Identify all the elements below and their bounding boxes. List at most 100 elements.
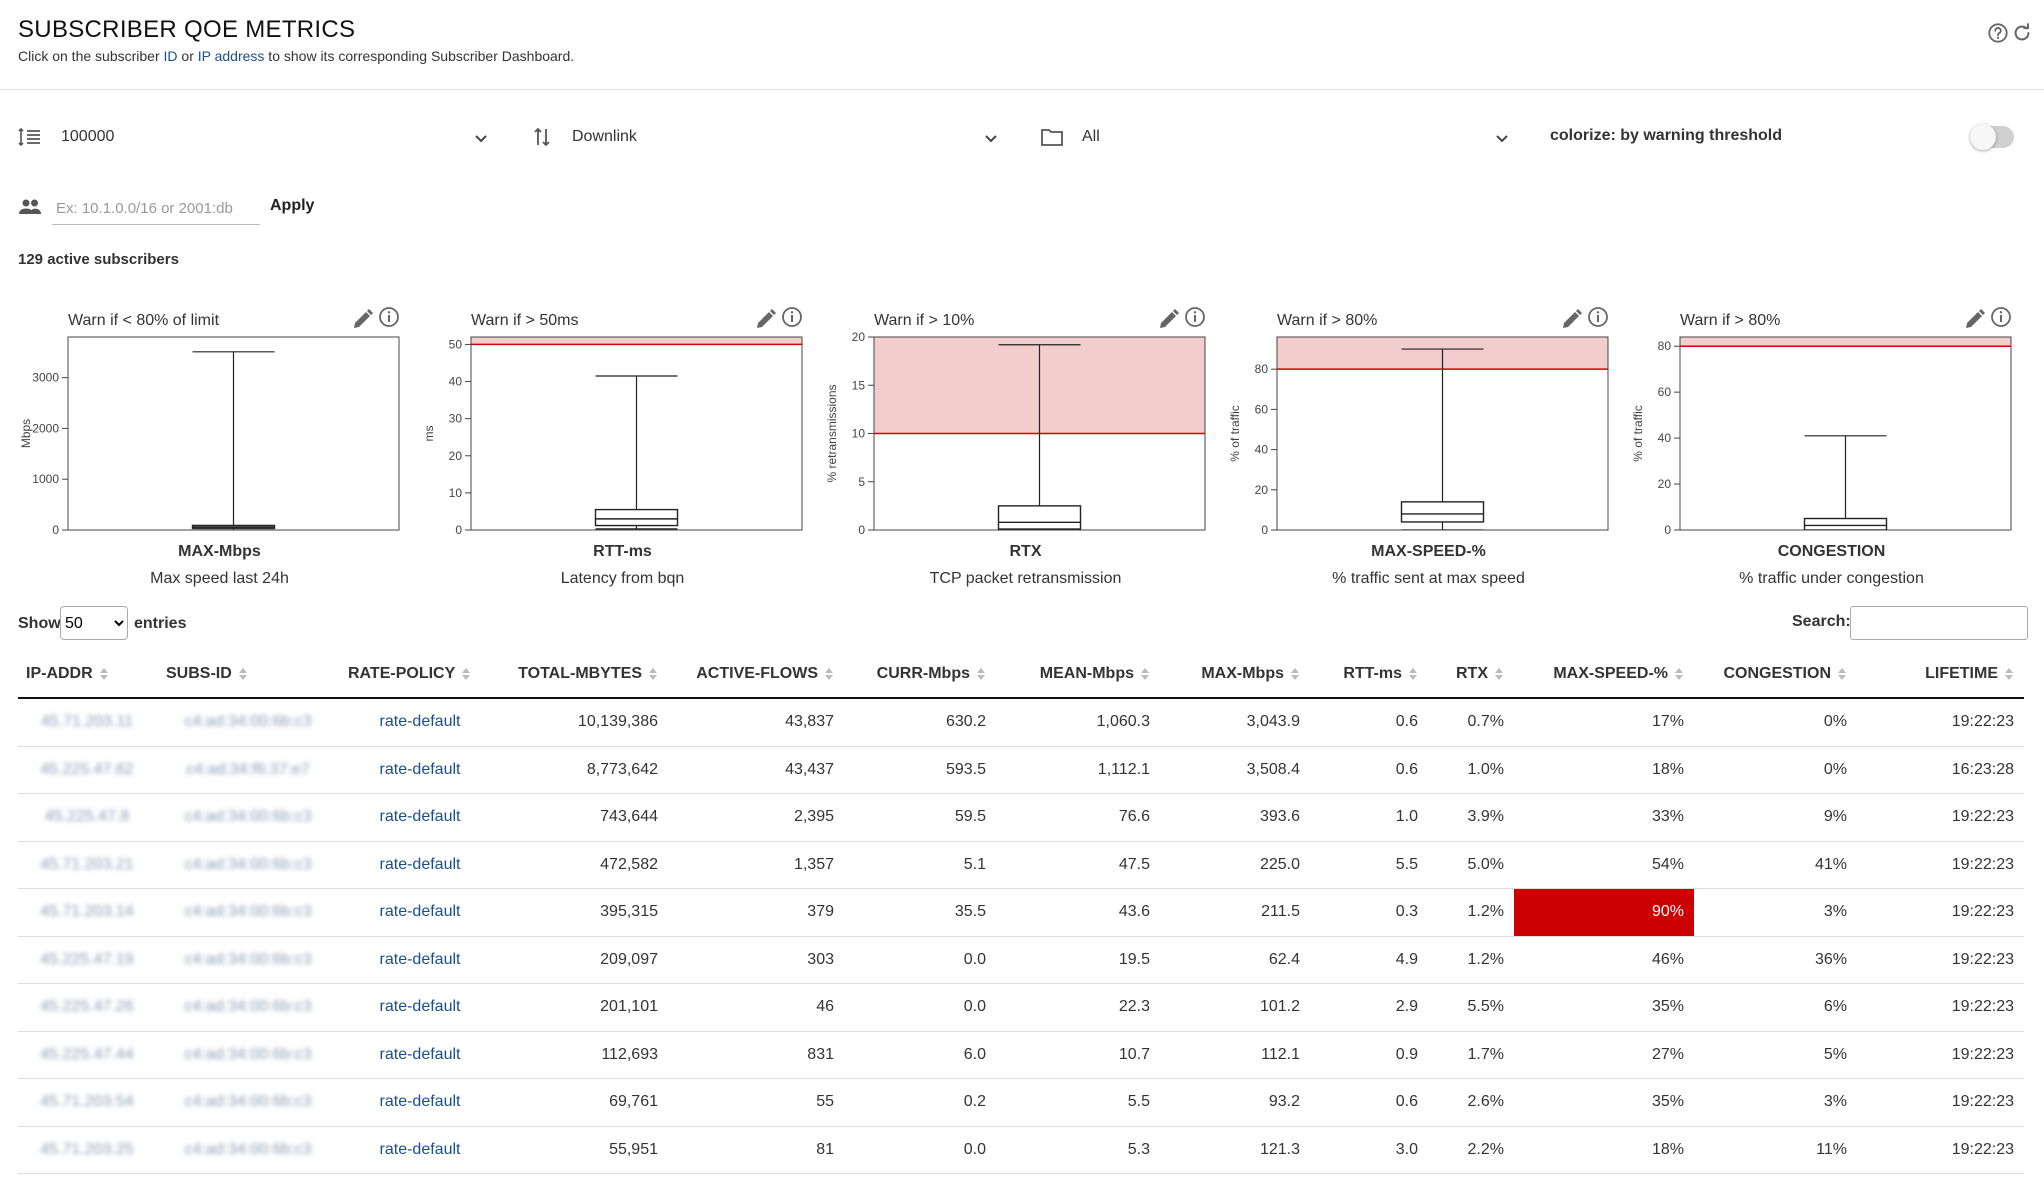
cell-ip[interactable]: 45.225.47.8: [18, 793, 158, 842]
table-row[interactable]: 45.71.203.11 c4:ad:34:00:6b:c3 rate-defaul…: [18, 698, 2024, 747]
edit-icon[interactable]: [757, 309, 776, 328]
sort-icon[interactable]: [2004, 666, 2014, 682]
subscriber-id-link[interactable]: c4:ad:34:00:6b:c3: [184, 1140, 312, 1158]
subscriber-id-link[interactable]: c4:ad:34:00:6b:c3: [184, 808, 312, 826]
chevron-down-icon[interactable]: [983, 130, 999, 146]
cell-ip[interactable]: 45.71.203.14: [18, 888, 158, 937]
sort-icon[interactable]: [1290, 666, 1300, 682]
info-icon[interactable]: [379, 307, 399, 327]
cell-policy[interactable]: rate-default: [340, 841, 502, 889]
cell-policy[interactable]: rate-default: [340, 746, 502, 794]
subscriber-id-link[interactable]: c4:ad:34:00:6b:c3: [184, 998, 312, 1016]
sort-icon[interactable]: [461, 666, 471, 682]
cell-ip[interactable]: 45.225.47.44: [18, 1031, 158, 1079]
help-icon[interactable]: [1987, 22, 2009, 44]
cell-policy[interactable]: rate-default: [340, 1126, 502, 1174]
cell-ip[interactable]: 45.225.47.26: [18, 983, 158, 1032]
chevron-down-icon[interactable]: [1494, 130, 1510, 146]
chevron-down-icon[interactable]: [473, 130, 489, 146]
cell-subs[interactable]: c4:ad:34:00:6b:c3: [158, 841, 340, 889]
column-header-subs-id[interactable]: SUBS-ID: [158, 651, 340, 699]
cell-subs[interactable]: c4:ad:34:00:6b:c3: [158, 793, 340, 842]
cell-subs[interactable]: c4:ad:34:00:6b:c3: [158, 936, 340, 984]
column-header-total-mbytes[interactable]: TOTAL-MBYTES: [502, 651, 668, 699]
ip-address-link[interactable]: 45.225.47.62: [40, 760, 134, 778]
cell-subs[interactable]: c4:ad:34:00:6b:c3: [158, 983, 340, 1032]
info-icon[interactable]: [1991, 307, 2011, 327]
ip-address-link[interactable]: 45.225.47.26: [40, 998, 134, 1016]
cell-policy[interactable]: rate-default: [340, 1078, 502, 1127]
edit-icon[interactable]: [354, 309, 373, 328]
ip-address-link[interactable]: 45.225.47.19: [40, 950, 134, 968]
cell-subs[interactable]: c4:ad:34:f6:37:e7: [158, 746, 340, 794]
cell-subs[interactable]: c4:ad:34:00:6b:c3: [158, 698, 340, 747]
column-header-congestion[interactable]: CONGESTION: [1694, 651, 1857, 699]
cell-subs[interactable]: c4:ad:34:00:6b:c3: [158, 1078, 340, 1127]
column-header-rate-policy[interactable]: RATE-POLICY: [340, 651, 502, 699]
sort-icon[interactable]: [976, 666, 986, 682]
cell-subs[interactable]: c4:ad:34:00:6b:c3: [158, 1031, 340, 1079]
ip-address-link[interactable]: 45.71.203.21: [40, 855, 134, 873]
subtitle-ip-link[interactable]: IP address: [197, 48, 265, 64]
table-row[interactable]: 45.71.203.14 c4:ad:34:00:6b:c3 rate-defaul…: [18, 888, 2024, 937]
column-header-max-speed-[interactable]: MAX-SPEED-%: [1514, 651, 1694, 699]
cell-ip[interactable]: 45.225.47.62: [18, 746, 158, 794]
column-header-lifetime[interactable]: LIFETIME: [1857, 651, 2024, 699]
sort-icon[interactable]: [1674, 666, 1684, 682]
info-icon[interactable]: [782, 307, 802, 327]
sort-icon[interactable]: [1494, 666, 1504, 682]
apply-button[interactable]: Apply: [262, 193, 322, 219]
cell-policy[interactable]: rate-default: [340, 793, 502, 842]
cell-subs[interactable]: c4:ad:34:00:6b:c3: [158, 888, 340, 937]
table-row[interactable]: 45.71.203.21 c4:ad:34:00:6b:c3 rate-defaul…: [18, 841, 2024, 889]
table-row[interactable]: 45.225.47.8 c4:ad:34:00:6b:c3 rate-default…: [18, 793, 2024, 842]
subscriber-id-link[interactable]: c4:ad:34:00:6b:c3: [184, 855, 312, 873]
cell-ip[interactable]: 45.71.203.54: [18, 1078, 158, 1127]
entries-select[interactable]: 50: [60, 606, 128, 640]
search-input[interactable]: [1850, 606, 2028, 640]
sort-icon[interactable]: [1140, 666, 1150, 682]
column-header-curr-mbps[interactable]: CURR-Mbps: [844, 651, 996, 699]
ip-address-link[interactable]: 45.71.203.25: [40, 1140, 134, 1158]
cell-subs[interactable]: c4:ad:34:00:6b:c3: [158, 1126, 340, 1174]
sort-icon[interactable]: [99, 666, 109, 682]
cell-policy[interactable]: rate-default: [340, 1031, 502, 1079]
cell-ip[interactable]: 45.225.47.19: [18, 936, 158, 984]
ip-address-link[interactable]: 45.225.47.44: [40, 1045, 134, 1063]
sort-icon[interactable]: [1837, 666, 1847, 682]
column-header-max-mbps[interactable]: MAX-Mbps: [1160, 651, 1310, 699]
sort-icon[interactable]: [1408, 666, 1418, 682]
subscriber-id-link[interactable]: c4:ad:34:00:6b:c3: [184, 950, 312, 968]
table-row[interactable]: 45.71.203.54 c4:ad:34:00:6b:c3 rate-defaul…: [18, 1078, 2024, 1127]
cell-policy[interactable]: rate-default: [340, 983, 502, 1032]
ip-filter-input[interactable]: [52, 192, 260, 225]
subscriber-id-link[interactable]: c4:ad:34:00:6b:c3: [184, 1093, 312, 1111]
cell-policy[interactable]: rate-default: [340, 698, 502, 747]
subscriber-id-link[interactable]: c4:ad:34:00:6b:c3: [184, 903, 312, 921]
table-row[interactable]: 45.225.47.62 c4:ad:34:f6:37:e7 rate-defaul…: [18, 746, 2024, 794]
sort-icon[interactable]: [824, 666, 834, 682]
subscriber-id-link[interactable]: c4:ad:34:00:6b:c3: [184, 1045, 312, 1063]
subtitle-id-link[interactable]: ID: [163, 48, 178, 64]
cell-ip[interactable]: 45.71.203.25: [18, 1126, 158, 1174]
sort-icon[interactable]: [648, 666, 658, 682]
column-header-active-flows[interactable]: ACTIVE-FLOWS: [668, 651, 844, 699]
table-row[interactable]: 45.225.47.26 c4:ad:34:00:6b:c3 rate-defaul…: [18, 983, 2024, 1032]
ip-address-link[interactable]: 45.71.203.14: [40, 903, 134, 921]
column-header-ip-addr[interactable]: IP-ADDR: [18, 651, 158, 699]
info-icon[interactable]: [1588, 307, 1608, 327]
cell-ip[interactable]: 45.71.203.11: [18, 698, 158, 747]
table-row[interactable]: 45.71.203.25 c4:ad:34:00:6b:c3 rate-defaul…: [18, 1126, 2024, 1174]
sort-icon[interactable]: [238, 666, 248, 682]
colorize-toggle-knob[interactable]: [1970, 124, 1996, 150]
column-header-mean-mbps[interactable]: MEAN-Mbps: [996, 651, 1160, 699]
info-icon[interactable]: [1185, 307, 1205, 327]
column-header-rtt-ms[interactable]: RTT-ms: [1310, 651, 1428, 699]
cell-policy[interactable]: rate-default: [340, 888, 502, 937]
table-row[interactable]: 45.225.47.19 c4:ad:34:00:6b:c3 rate-defaul…: [18, 936, 2024, 984]
limit-select[interactable]: 100000: [61, 128, 115, 145]
subscriber-id-link[interactable]: c4:ad:34:00:6b:c3: [184, 713, 312, 731]
cell-ip[interactable]: 45.71.203.21: [18, 841, 158, 889]
edit-icon[interactable]: [1160, 309, 1179, 328]
folder-select[interactable]: All: [1082, 128, 1100, 145]
